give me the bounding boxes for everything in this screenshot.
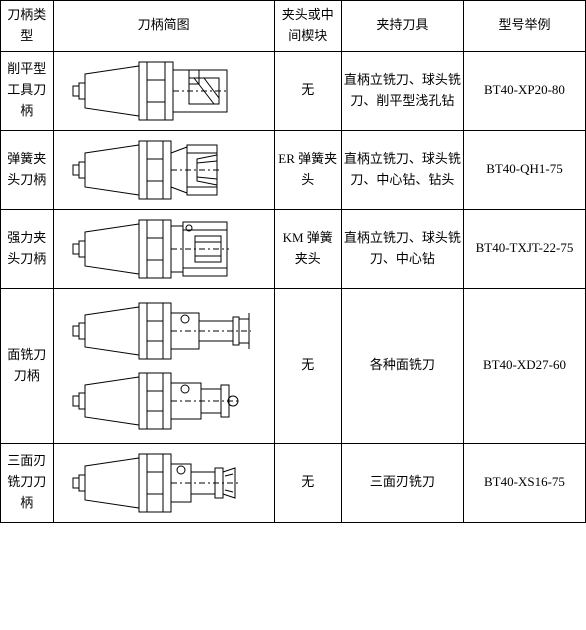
table-row: 面铣刀刀柄 [1, 288, 586, 443]
cell-sketch [53, 288, 274, 443]
cell-type: 削平型工具刀柄 [1, 51, 54, 130]
cell-chuck: 无 [274, 51, 341, 130]
header-type: 刀柄类型 [1, 1, 54, 52]
cell-tool: 直柄立铣刀、球头铣刀、中心钻 [341, 209, 463, 288]
cell-model: BT40-QH1-75 [463, 130, 585, 209]
table-row: 强力夹头刀柄 [1, 209, 586, 288]
toolholder-sketch-icon [69, 369, 259, 433]
table-row: 三面刃铣刀刀柄 无 三面刃铣刀 BT [1, 443, 586, 522]
cell-sketch [53, 209, 274, 288]
cell-tool: 直柄立铣刀、球头铣刀、削平型浅孔钻 [341, 51, 463, 130]
toolholder-table: 刀柄类型 刀柄简图 夹头或中间楔块 夹持刀具 型号举例 削平型工具刀柄 [0, 0, 586, 523]
header-tool: 夹持刀具 [341, 1, 463, 52]
cell-chuck: 无 [274, 443, 341, 522]
cell-type: 三面刃铣刀刀柄 [1, 443, 54, 522]
cell-tool: 直柄立铣刀、球头铣刀、中心钻、钻头 [341, 130, 463, 209]
cell-tool: 各种面铣刀 [341, 288, 463, 443]
cell-type: 弹簧夹头刀柄 [1, 130, 54, 209]
cell-type: 强力夹头刀柄 [1, 209, 54, 288]
cell-type: 面铣刀刀柄 [1, 288, 54, 443]
header-chuck: 夹头或中间楔块 [274, 1, 341, 52]
cell-sketch [53, 51, 274, 130]
toolholder-sketch-icon [69, 299, 259, 363]
table-row: 弹簧夹头刀柄 E [1, 130, 586, 209]
cell-model: BT40-XD27-60 [463, 288, 585, 443]
header-model: 型号举例 [463, 1, 585, 52]
header-row: 刀柄类型 刀柄简图 夹头或中间楔块 夹持刀具 型号举例 [1, 1, 586, 52]
cell-chuck: ER 弹簧夹头 [274, 130, 341, 209]
table-row: 削平型工具刀柄 [1, 51, 586, 130]
toolholder-sketch-icon [69, 135, 259, 205]
cell-model: BT40-XP20-80 [463, 51, 585, 130]
cell-chuck: KM 弹簧夹头 [274, 209, 341, 288]
header-sketch: 刀柄简图 [53, 1, 274, 52]
cell-sketch [53, 443, 274, 522]
cell-model: BT40-XS16-75 [463, 443, 585, 522]
toolholder-sketch-icon [69, 448, 259, 518]
cell-sketch [53, 130, 274, 209]
toolholder-sketch-icon [69, 56, 259, 126]
cell-model: BT40-TXJT-22-75 [463, 209, 585, 288]
cell-tool: 三面刃铣刀 [341, 443, 463, 522]
toolholder-sketch-icon [69, 214, 259, 284]
cell-chuck: 无 [274, 288, 341, 443]
